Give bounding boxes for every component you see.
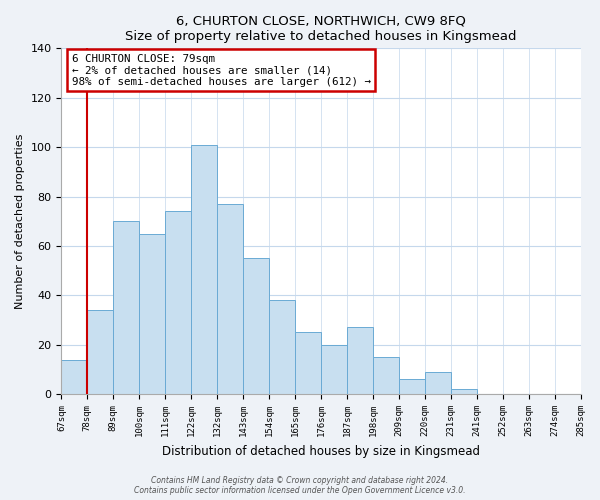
Bar [321,345,347,394]
Bar [269,300,295,394]
Bar [217,204,243,394]
Bar [165,212,191,394]
Bar [399,380,425,394]
Bar [425,372,451,394]
Bar [451,390,476,394]
Text: Contains HM Land Registry data © Crown copyright and database right 2024.
Contai: Contains HM Land Registry data © Crown c… [134,476,466,495]
X-axis label: Distribution of detached houses by size in Kingsmead: Distribution of detached houses by size … [162,444,480,458]
Bar [139,234,165,394]
Bar [347,328,373,394]
Bar [88,310,113,394]
Bar [113,222,139,394]
Bar [373,357,399,394]
Bar [61,360,88,394]
Bar [295,332,321,394]
Text: 6 CHURTON CLOSE: 79sqm
← 2% of detached houses are smaller (14)
98% of semi-deta: 6 CHURTON CLOSE: 79sqm ← 2% of detached … [72,54,371,86]
Bar [243,258,269,394]
Y-axis label: Number of detached properties: Number of detached properties [15,134,25,309]
Bar [191,144,217,394]
Title: 6, CHURTON CLOSE, NORTHWICH, CW9 8FQ
Size of property relative to detached house: 6, CHURTON CLOSE, NORTHWICH, CW9 8FQ Siz… [125,15,517,43]
